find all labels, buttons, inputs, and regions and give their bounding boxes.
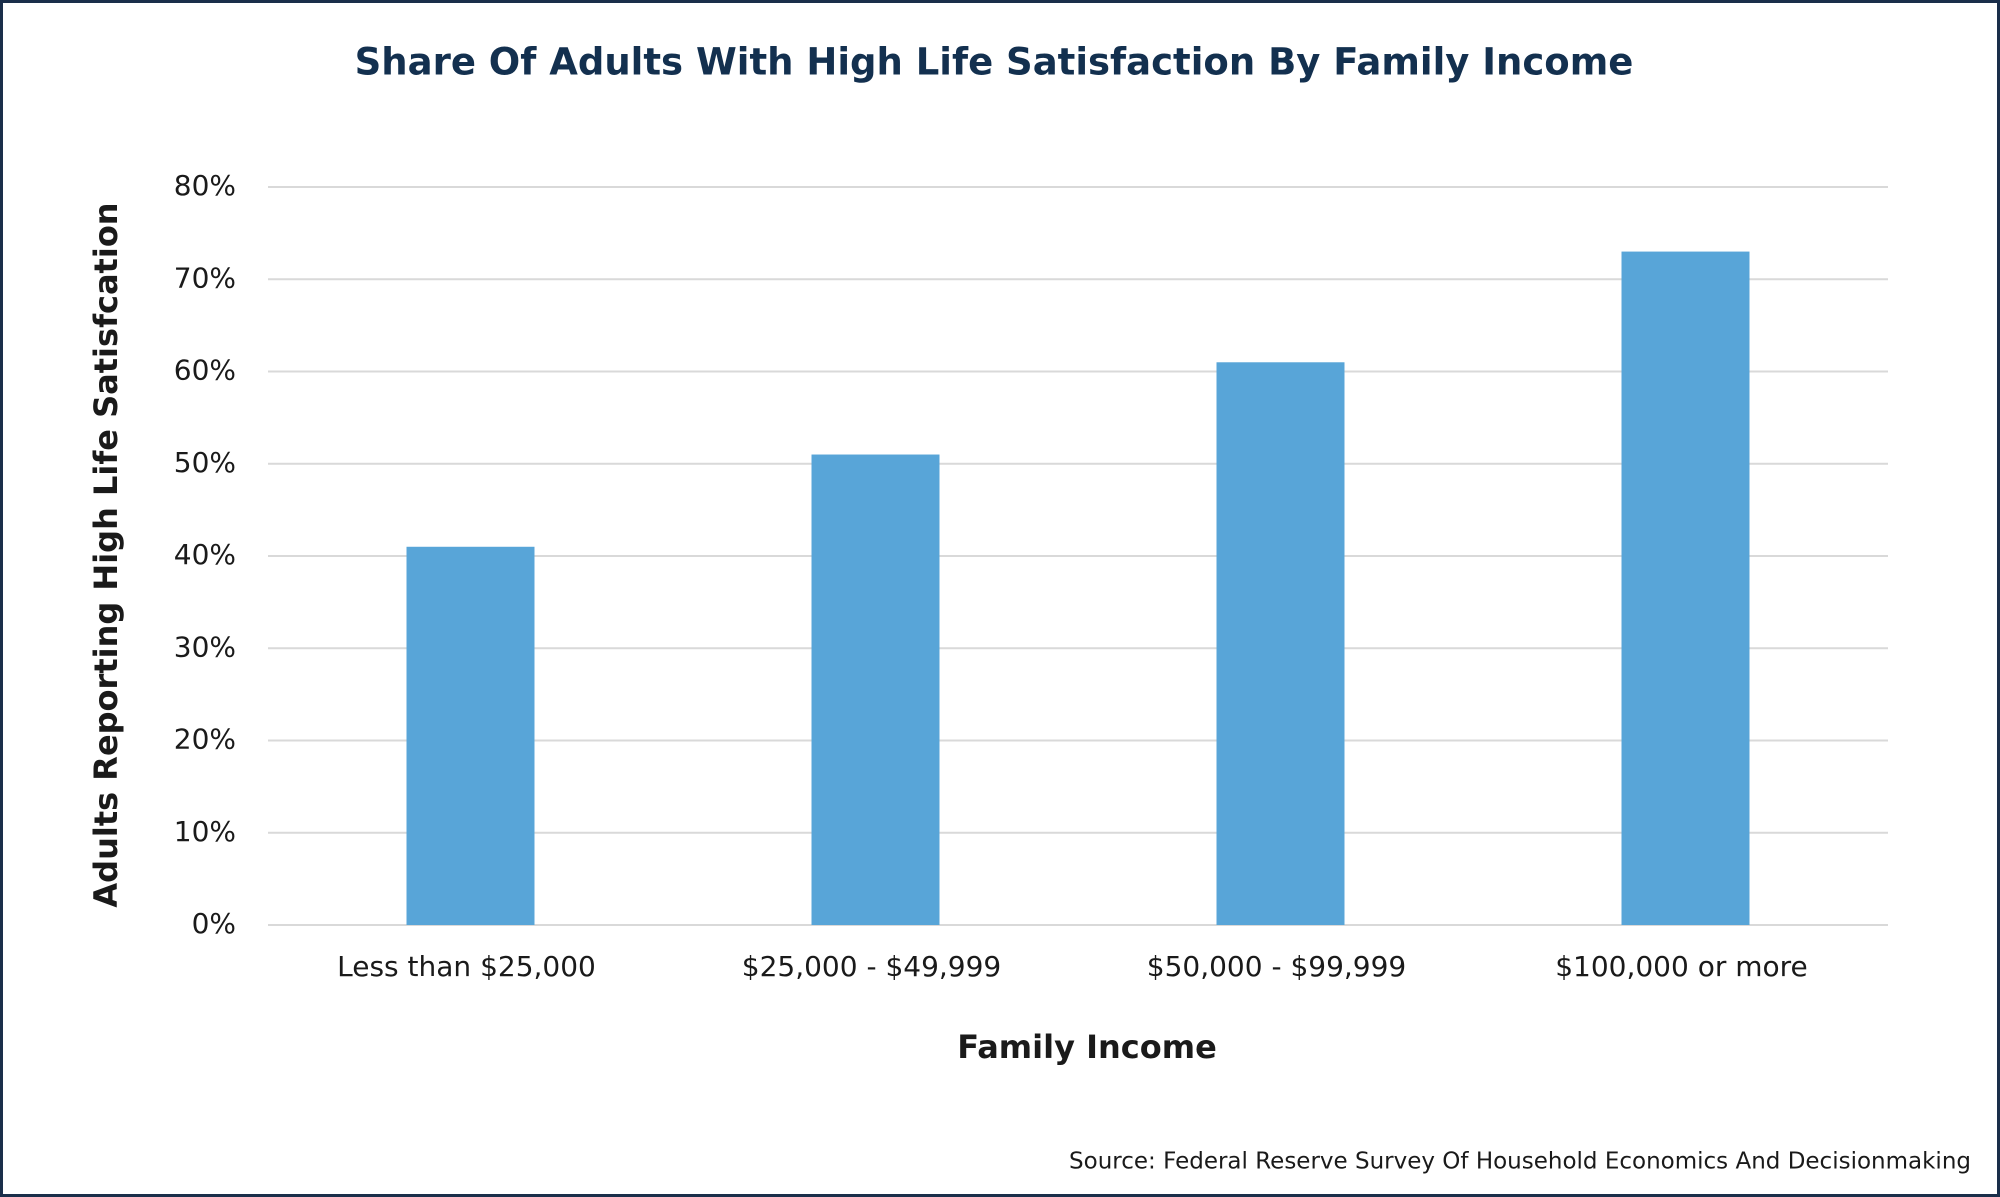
x-axis-title: Family Income (957, 1028, 1217, 1066)
bar (811, 454, 940, 925)
y-tick-label: 70% (174, 261, 236, 294)
x-tick-label: $50,000 - $99,999 (1147, 950, 1406, 983)
y-tick-label: 10% (174, 815, 236, 848)
y-tick-label: 50% (174, 446, 236, 479)
y-tick-label: 0% (192, 907, 236, 940)
bar (1621, 251, 1750, 925)
y-axis-title: Adults Reporting High Life Satisfcation (87, 202, 125, 907)
bar (406, 546, 535, 925)
y-tick-label: 40% (174, 538, 236, 571)
x-tick-label: $25,000 - $49,999 (742, 950, 1001, 983)
x-tick-label: $100,000 or more (1555, 950, 1808, 983)
source-note: Source: Federal Reserve Survey Of Househ… (1069, 1149, 1971, 1175)
chart-title: Share Of Adults With High Life Satisfact… (355, 41, 1634, 84)
bar (1216, 362, 1345, 925)
x-tick-label: Less than $25,000 (337, 950, 596, 983)
y-tick-label: 80% (174, 169, 236, 202)
y-tick-label: 60% (174, 354, 236, 387)
y-tick-label: 20% (174, 723, 236, 756)
y-tick-label: 30% (174, 630, 236, 663)
